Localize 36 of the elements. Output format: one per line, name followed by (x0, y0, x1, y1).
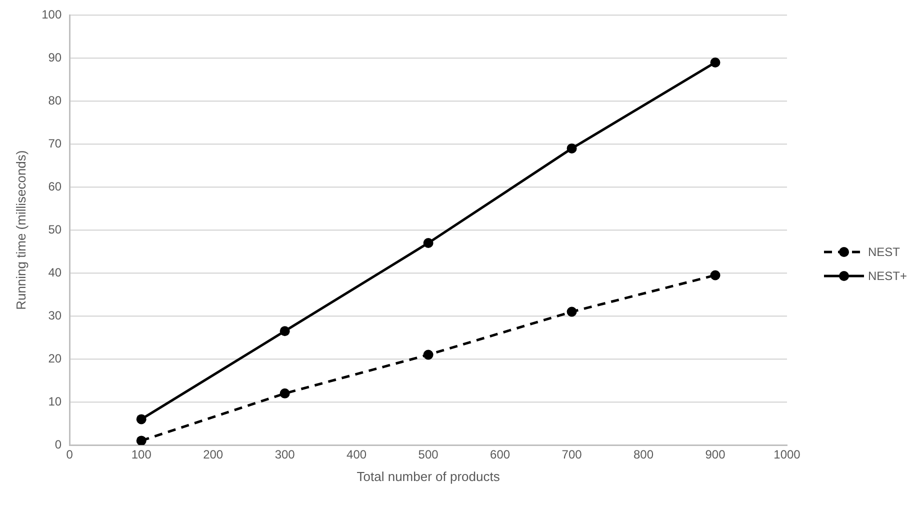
y-tick-label: 60 (48, 179, 62, 194)
y-tick-label: 0 (54, 437, 62, 452)
x-tick-label: 700 (562, 448, 582, 462)
x-tick-label: 200 (203, 448, 224, 462)
x-axis-title: Total number of products (356, 468, 500, 484)
x-tick-label: 900 (705, 448, 726, 462)
point (136, 414, 146, 424)
x-tick-label: 1000 (774, 448, 801, 462)
legend-label: NEST (868, 245, 900, 259)
x-tick-label: 0 (66, 448, 74, 462)
legend-label: NEST+ (868, 269, 907, 283)
x-tick-label: 500 (418, 448, 439, 462)
y-tick-label: 30 (48, 308, 62, 322)
x-tick-label: 400 (346, 448, 367, 462)
point (566, 306, 577, 317)
x-tick-label: 600 (490, 448, 510, 462)
x-tick-label: 800 (634, 448, 654, 462)
y-tick-label: 80 (48, 93, 62, 108)
point (710, 270, 720, 280)
y-axis-title: Running time (milliseconds) (13, 150, 28, 310)
point (423, 238, 434, 248)
point (136, 436, 146, 445)
y-tick-label: 20 (48, 351, 62, 366)
x-tick-label: 100 (131, 448, 152, 462)
y-tick-label: 100 (42, 8, 62, 22)
point (566, 143, 577, 154)
y-tick-label: 50 (48, 222, 62, 236)
x-tick-label: 300 (274, 448, 296, 462)
point (280, 388, 290, 398)
y-tick-label: 10 (48, 394, 62, 408)
y-tick-label: 40 (48, 265, 62, 280)
point (280, 326, 290, 336)
point (710, 57, 720, 68)
point (423, 350, 434, 360)
y-tick-label: 70 (48, 136, 62, 150)
y-tick-label: 90 (48, 50, 62, 64)
